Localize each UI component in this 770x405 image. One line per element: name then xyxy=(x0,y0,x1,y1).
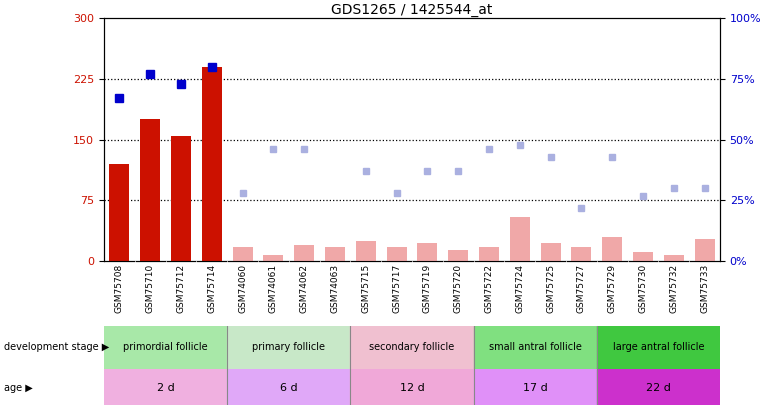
Bar xyxy=(350,326,474,369)
Bar xyxy=(233,247,253,261)
Text: 22 d: 22 d xyxy=(646,383,671,393)
Bar xyxy=(417,243,437,261)
Text: small antral follicle: small antral follicle xyxy=(489,342,581,352)
Text: primary follicle: primary follicle xyxy=(253,342,325,352)
Bar xyxy=(448,250,468,261)
Text: 2 d: 2 d xyxy=(156,383,175,393)
Bar xyxy=(227,369,350,405)
Bar xyxy=(202,67,222,261)
Bar xyxy=(109,164,129,261)
Bar xyxy=(171,136,191,261)
Text: secondary follicle: secondary follicle xyxy=(370,342,454,352)
Bar xyxy=(140,119,160,261)
Bar xyxy=(294,245,314,261)
Text: 12 d: 12 d xyxy=(400,383,424,393)
Bar xyxy=(664,255,684,261)
Text: large antral follicle: large antral follicle xyxy=(613,342,704,352)
Text: 6 d: 6 d xyxy=(280,383,297,393)
Text: age ▶: age ▶ xyxy=(4,383,32,393)
Bar xyxy=(227,326,350,369)
Bar xyxy=(541,243,561,261)
Bar xyxy=(602,237,622,261)
Title: GDS1265 / 1425544_at: GDS1265 / 1425544_at xyxy=(331,3,493,17)
Bar xyxy=(571,247,591,261)
Bar xyxy=(474,369,597,405)
Bar xyxy=(479,247,499,261)
Bar xyxy=(263,255,283,261)
Bar xyxy=(597,369,720,405)
Text: primordial follicle: primordial follicle xyxy=(123,342,208,352)
Bar xyxy=(474,326,597,369)
Bar xyxy=(104,369,227,405)
Bar xyxy=(350,369,474,405)
Bar xyxy=(356,241,376,261)
Text: development stage ▶: development stage ▶ xyxy=(4,343,109,352)
Bar xyxy=(510,217,530,261)
Bar xyxy=(387,247,407,261)
Bar xyxy=(597,326,720,369)
Bar xyxy=(104,326,227,369)
Bar xyxy=(325,247,345,261)
Bar xyxy=(633,252,653,261)
Text: 17 d: 17 d xyxy=(523,383,547,393)
Bar xyxy=(695,239,715,261)
